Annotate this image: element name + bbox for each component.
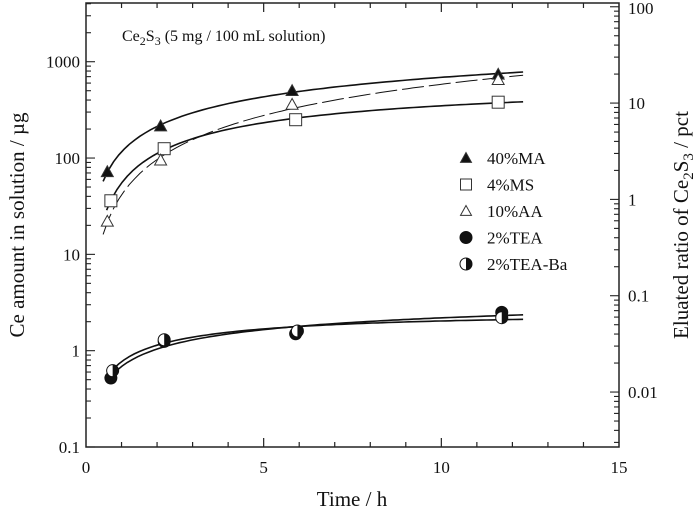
legend-marker-2teaba xyxy=(459,257,473,271)
plot-frame xyxy=(85,2,620,448)
x-tick-label: 5 xyxy=(259,458,268,477)
marker-10aa xyxy=(100,214,115,227)
y-tick-label: 10 xyxy=(63,245,80,264)
marker-10aa xyxy=(285,97,299,110)
axes: 0 5 10 15 0.1 1 10 100 1000 0.01 0.1 1 10 100 xyxy=(46,0,658,477)
marker-40ma xyxy=(153,118,168,132)
marker-2teaba-half xyxy=(164,333,171,346)
y-right-tick-label: 0.01 xyxy=(628,383,658,402)
y-right-tick-label: 0.1 xyxy=(628,287,649,306)
y-right-tick-label: 1 xyxy=(628,190,637,209)
marker-4ms xyxy=(104,194,118,208)
y-right-tick-label: 10 xyxy=(628,94,645,113)
y-tick-label: 1 xyxy=(72,342,81,361)
y-tick-label: 1000 xyxy=(46,53,80,72)
marker-4ms xyxy=(157,142,171,156)
marker-40ma xyxy=(285,83,299,97)
y-tick-label: 100 xyxy=(55,149,81,168)
marker-2teaba xyxy=(495,311,509,325)
legend-marker-10aa xyxy=(459,204,473,216)
y-right-tick-label: 100 xyxy=(628,0,654,18)
x-tick-label: 10 xyxy=(433,458,450,477)
legend: 40%MA 4%MS 10%AA 2%TEA 2%TEA-Ba xyxy=(459,149,568,274)
x-axis-label: Time / h xyxy=(317,487,388,511)
marker-4ms xyxy=(491,95,505,109)
chart-annotation: Ce2S3 (5 mg / 100 mL solution) xyxy=(122,28,325,48)
legend-label: 4%MS xyxy=(487,176,534,195)
x-tick-label: 0 xyxy=(82,458,91,477)
legend-marker-4ms xyxy=(460,178,472,191)
marker-2teaba-half xyxy=(501,311,508,324)
legend-marker-2teaba-half xyxy=(466,258,472,270)
marker-2teaba-half xyxy=(112,364,119,377)
marker-10aa xyxy=(153,153,168,166)
fit-curve-2teaba xyxy=(107,318,524,376)
legend-marker-2tea xyxy=(459,231,473,244)
marker-4ms xyxy=(289,113,303,127)
x-tick-label: 15 xyxy=(611,458,628,477)
y-right-axis-label: Eluated ratio of Ce2S3 / pct xyxy=(669,111,697,339)
fit-curve-10aa xyxy=(102,74,524,235)
fit-curves xyxy=(102,71,524,383)
legend-label: 10%AA xyxy=(487,202,543,221)
legend-label: 2%TEA xyxy=(487,229,543,248)
legend-label: 40%MA xyxy=(487,149,546,168)
data-markers xyxy=(100,67,509,385)
y-tick-label: 0.1 xyxy=(59,438,80,457)
fit-curve-4ms xyxy=(105,101,524,211)
legend-label: 2%TEA-Ba xyxy=(487,255,568,274)
marker-2teaba-half xyxy=(297,325,304,338)
legend-marker-40ma xyxy=(459,151,473,163)
marker-2teaba xyxy=(290,324,304,338)
marker-10aa xyxy=(491,72,506,86)
marker-2teaba xyxy=(106,364,120,378)
fit-curve-40ma xyxy=(102,71,524,182)
y-axis-label: Ce amount in solution / µg xyxy=(5,112,29,338)
marker-2teaba xyxy=(157,333,171,347)
marker-40ma xyxy=(100,164,115,178)
